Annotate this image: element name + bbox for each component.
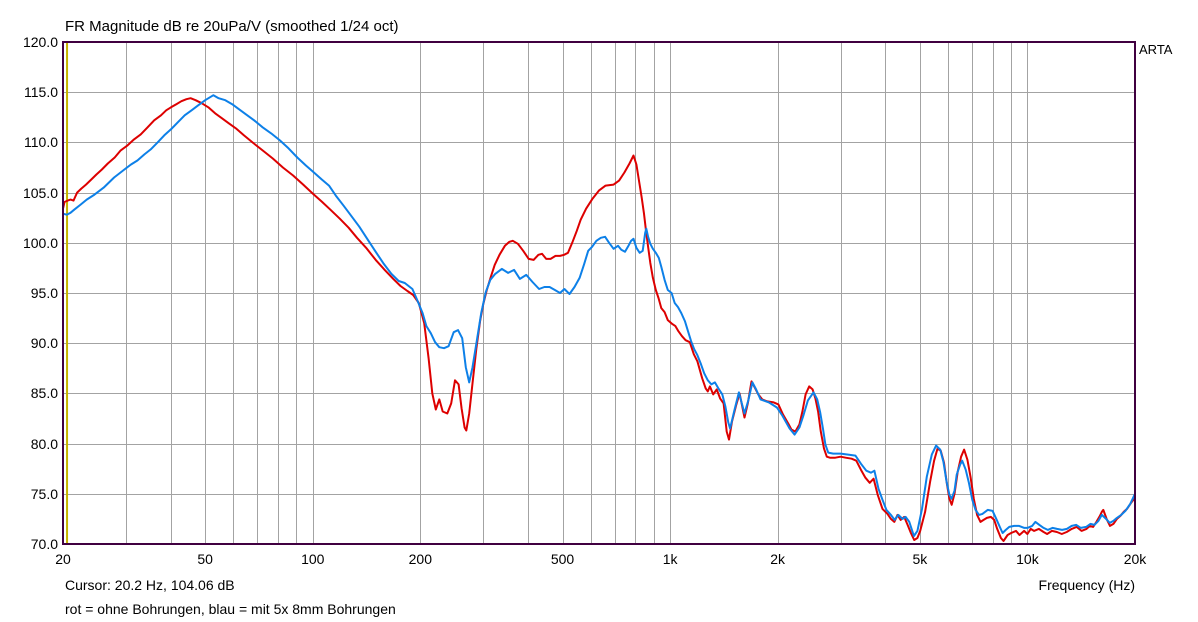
x-tick-label: 20k: [1123, 551, 1147, 567]
y-tick-label: 110.0: [24, 134, 58, 151]
arta-logo: ARTA: [1139, 42, 1173, 57]
blue-curve-mit-bohrungen: [62, 94, 1136, 537]
x-tick-label: 5k: [912, 551, 928, 567]
y-tick-label: 75.0: [30, 485, 58, 502]
x-axis-label: Frequency (Hz): [1038, 577, 1135, 593]
x-tick-label: 2k: [770, 551, 786, 567]
plot-border: [62, 41, 1136, 545]
x-tick-label: 200: [408, 551, 432, 567]
y-tick-label: 105.0: [22, 184, 58, 201]
response-curves: [62, 94, 1136, 542]
y-tick-label: 70.0: [30, 536, 58, 552]
chart-title: FR Magnitude dB re 20uPa/V (smoothed 1/2…: [65, 18, 399, 35]
x-tick-label: 20: [55, 551, 71, 567]
y-tick-label: 80.0: [30, 435, 58, 452]
cursor-readout: Cursor: 20.2 Hz, 104.06 dB: [65, 577, 235, 593]
x-tick-label: 500: [550, 551, 575, 567]
red-curve-ohne-bohrungen: [62, 97, 1136, 542]
x-tick-label: 50: [197, 551, 213, 567]
y-tick-label: 120.0: [22, 34, 58, 50]
x-tick-label: 100: [301, 551, 325, 567]
y-tick-label: 115.0: [24, 84, 58, 101]
x-tick-label: 10k: [1016, 551, 1039, 567]
legend-note: rot = ohne Bohrungen, blau = mit 5x 8mm …: [65, 601, 396, 617]
y-tick-label: 90.0: [30, 335, 58, 352]
y-tick-label: 95.0: [30, 285, 58, 301]
grid-lines: [63, 42, 1135, 544]
y-tick-label: 85.0: [30, 385, 58, 402]
x-tick-label: 1k: [662, 551, 678, 567]
y-tick-label: 100.0: [22, 234, 58, 251]
